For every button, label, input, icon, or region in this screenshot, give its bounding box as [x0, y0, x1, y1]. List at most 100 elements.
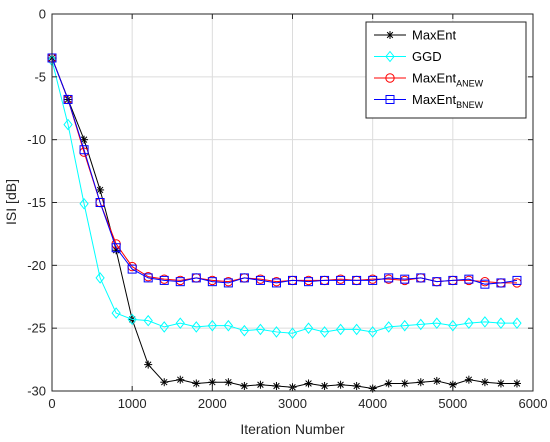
data-point-ggd — [63, 118, 73, 131]
asterisk-stroke — [177, 376, 184, 383]
asterisk-stroke — [257, 381, 264, 388]
data-point-maxent-bnew — [512, 275, 522, 285]
asterisk-stroke — [144, 361, 152, 368]
data-point-maxent-bnew — [239, 273, 249, 283]
data-point-maxent-bnew — [464, 274, 474, 284]
data-point-maxent — [160, 378, 169, 387]
legend-label-base: MaxEnt — [412, 28, 456, 43]
data-point-maxent — [400, 379, 409, 388]
data-point-ggd — [287, 327, 298, 339]
data-point-ggd — [79, 197, 89, 210]
x-tick-label: 3000 — [278, 396, 307, 411]
y-tick-label: -30 — [27, 384, 46, 399]
data-point-ggd — [271, 326, 282, 338]
data-point-ggd — [432, 317, 442, 329]
asterisk-stroke — [465, 376, 473, 383]
data-point-maxent — [464, 375, 473, 384]
data-point-ggd — [480, 316, 490, 328]
asterisk-stroke — [241, 382, 248, 390]
data-point-maxent — [224, 378, 233, 387]
asterisk-stroke — [417, 378, 425, 386]
data-point-ggd — [368, 326, 378, 338]
legend-label-base: GGD — [412, 49, 442, 64]
legend-entry-ggd: GGD — [374, 49, 442, 64]
data-point-maxent-bnew — [288, 275, 297, 285]
y-tick-label: -20 — [27, 258, 46, 273]
data-point-maxent — [320, 381, 329, 390]
data-point-maxent — [496, 379, 505, 388]
data-point-ggd — [111, 307, 121, 319]
data-point-maxent — [416, 378, 425, 387]
data-point-ggd — [319, 326, 330, 338]
x-tick-label: 6000 — [519, 396, 548, 411]
asterisk-stroke — [513, 380, 521, 387]
data-point-maxent-bnew — [496, 278, 506, 288]
asterisk-stroke — [80, 136, 88, 143]
data-point-maxent-bnew — [207, 277, 217, 287]
data-point-maxent — [480, 378, 489, 387]
data-point-ggd — [464, 317, 474, 329]
legend-label: MaxEntANEW — [412, 71, 484, 89]
data-point-ggd — [127, 313, 137, 326]
data-point-maxent-bnew — [400, 274, 410, 284]
data-point-maxent — [304, 379, 313, 388]
y-tick-label: 0 — [39, 7, 46, 22]
legend-label: MaxEnt — [412, 28, 456, 43]
asterisk-stroke — [353, 382, 360, 390]
data-point-maxent — [256, 380, 265, 389]
legend-label-base: MaxEnt — [412, 92, 456, 107]
y-tick-label: -15 — [27, 195, 46, 210]
legend-label-subscript: ANEW — [456, 79, 484, 89]
data-point-maxent-bnew — [255, 275, 265, 285]
asterisk-stroke — [449, 381, 457, 388]
legend-swatch-marker — [385, 95, 395, 104]
data-point-ggd — [175, 317, 185, 329]
data-point-maxent-bnew — [336, 275, 346, 285]
legend-label-base: MaxEnt — [412, 71, 456, 86]
series-maxent — [48, 53, 521, 393]
x-tick-label: 5000 — [438, 396, 467, 411]
series-ggd — [47, 54, 522, 339]
data-point-maxent-bnew — [271, 278, 281, 288]
asterisk-stroke — [193, 380, 200, 387]
data-point-maxent-bnew — [384, 273, 394, 283]
legend-swatch-marker — [385, 50, 395, 63]
data-point-maxent-bnew — [143, 273, 153, 283]
data-point-ggd — [416, 318, 426, 331]
data-point-maxent-bnew — [127, 264, 137, 274]
data-point-maxent-bnew — [223, 278, 233, 288]
legend-label: GGD — [412, 49, 442, 64]
y-tick-label: -25 — [27, 321, 46, 336]
data-point-maxent — [240, 381, 249, 390]
data-point-ggd — [400, 319, 410, 332]
x-tick-label: 4000 — [358, 396, 387, 411]
data-point-maxent — [384, 379, 393, 388]
asterisk-stroke — [385, 380, 392, 387]
data-point-maxent — [352, 381, 361, 390]
data-point-maxent — [192, 379, 201, 388]
data-point-maxent-bnew — [304, 277, 314, 287]
asterisk-stroke — [481, 378, 489, 386]
x-axis-label: Iteration Number — [240, 421, 345, 437]
data-point-maxent-bnew — [159, 275, 169, 285]
legend-entry-maxent-anew: MaxEntANEW — [374, 71, 484, 89]
data-point-maxent — [336, 380, 345, 389]
data-point-ggd — [207, 319, 217, 332]
asterisk-stroke — [225, 378, 232, 386]
x-tick-label: 1000 — [118, 396, 147, 411]
data-point-ggd — [496, 317, 506, 329]
x-tick-label: 2000 — [198, 396, 227, 411]
asterisk-stroke — [433, 377, 441, 385]
data-point-ggd — [255, 323, 266, 336]
asterisk-stroke — [401, 380, 408, 387]
data-point-maxent-bnew — [175, 277, 185, 287]
asterisk-stroke — [96, 186, 104, 194]
x-tick-label: 0 — [48, 396, 55, 411]
data-point-maxent-bnew — [79, 145, 89, 155]
series-layer — [47, 53, 522, 393]
y-tick-label: -10 — [27, 132, 46, 147]
data-point-maxent — [96, 185, 105, 194]
asterisk-stroke — [386, 31, 394, 39]
